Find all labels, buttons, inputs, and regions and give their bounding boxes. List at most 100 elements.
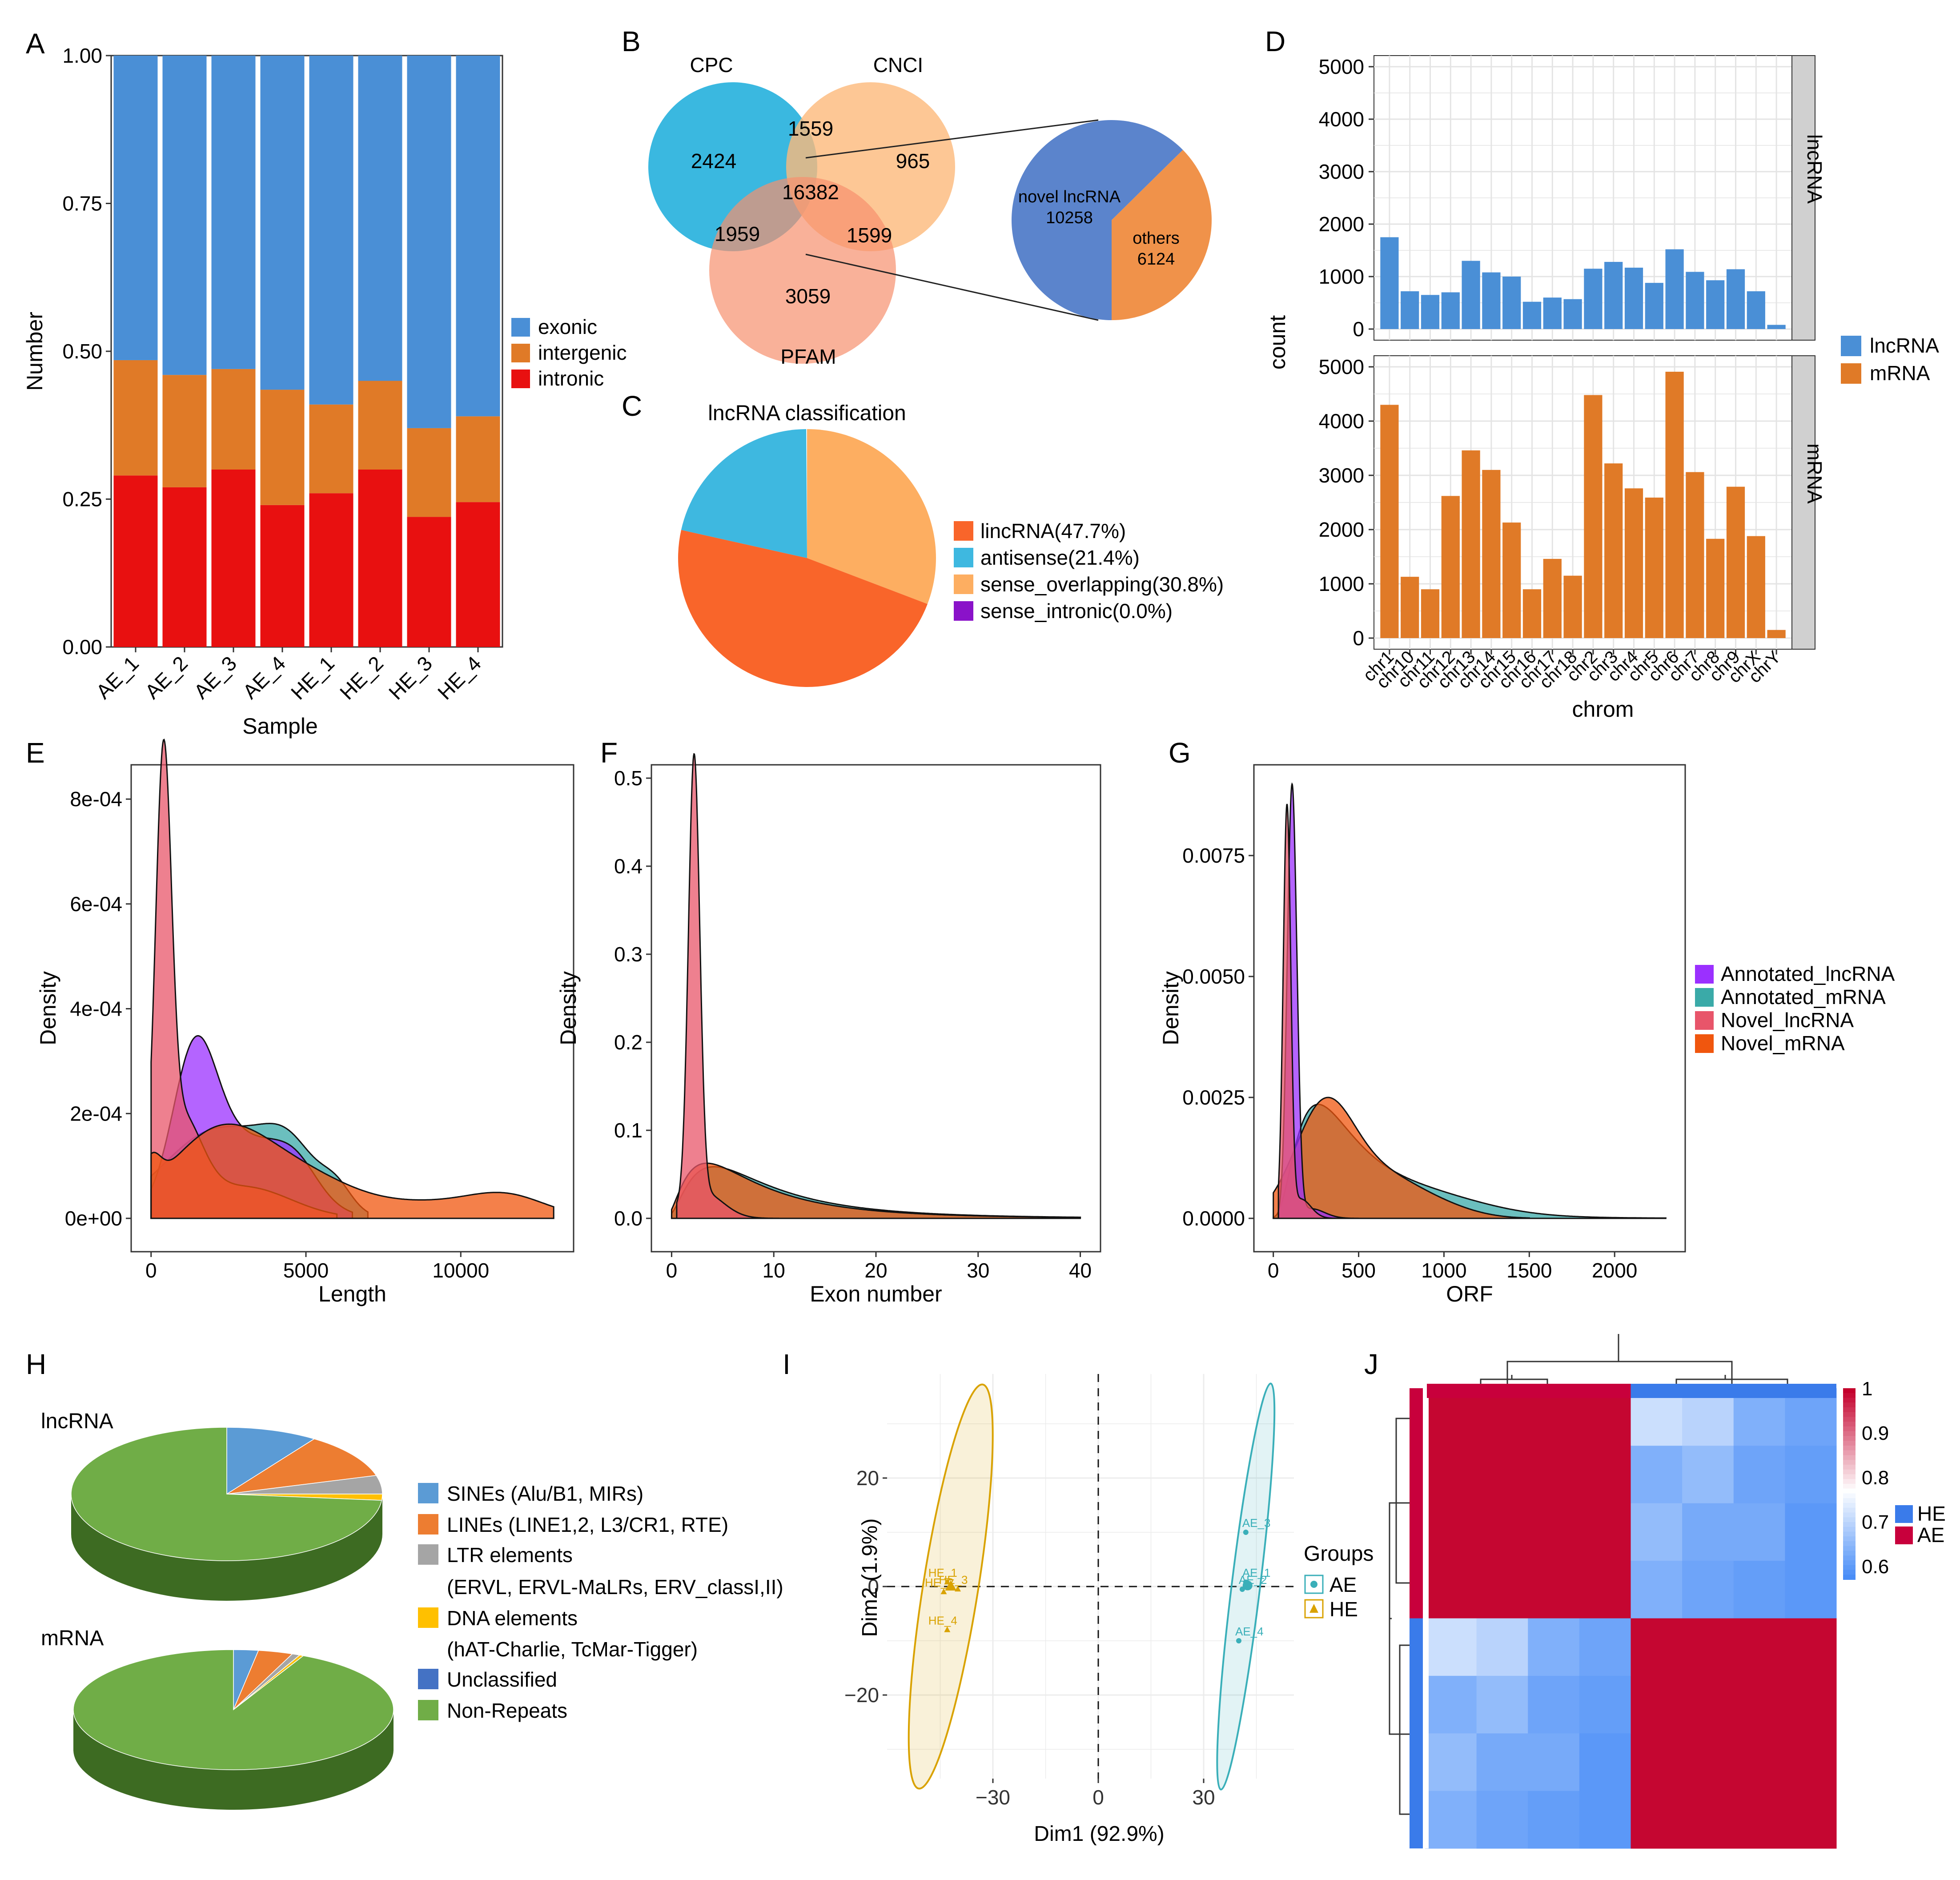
- bar-mRNA-chr8: [1706, 538, 1725, 638]
- bar-intergenic-AE_2: [162, 375, 207, 487]
- heat-cell-2-7: [1785, 1503, 1837, 1561]
- scale-step: [1843, 1431, 1856, 1437]
- heat-cell-2-3: [1579, 1503, 1631, 1561]
- heat-cell-7-0: [1425, 1791, 1477, 1849]
- panel-c-pie: lncRNA classification lincRNA(47.7%) anti…: [678, 402, 1224, 687]
- facet-strip: [1791, 355, 1815, 650]
- xtick-20: 20: [864, 1259, 887, 1282]
- scale-step: [1843, 1426, 1856, 1432]
- scale-step: [1843, 1493, 1856, 1499]
- panel-label-d: D: [1265, 25, 1285, 57]
- bar-lncRNA-chr16: [1522, 301, 1542, 329]
- scale-step: [1843, 1474, 1856, 1480]
- bar-mRNA-chr10: [1401, 577, 1419, 638]
- legend-lincRNA: lincRNA(47.7%): [980, 519, 1126, 542]
- heat-cell-4-6: [1733, 1618, 1785, 1676]
- panel-a-xlabel: Sample: [242, 714, 318, 739]
- facet-strip: [1791, 55, 1815, 341]
- scale-step: [1843, 1565, 1856, 1571]
- panel-a-ylabel: Number: [22, 312, 47, 391]
- ytick-0.0075: 0.0075: [1182, 844, 1245, 867]
- pie3d-side-1: [73, 1710, 394, 1810]
- heat-cell-7-2: [1528, 1791, 1580, 1849]
- pie-slice-others: [1112, 150, 1212, 320]
- xtick-30: 30: [1192, 1786, 1215, 1809]
- heat-cell-7-4: [1631, 1791, 1683, 1849]
- ytick-0.3: 0.3: [614, 943, 643, 966]
- bar-exonic-AE_4: [260, 56, 305, 390]
- bar-mRNA-chr11: [1421, 589, 1440, 638]
- heat-cell-4-0: [1425, 1618, 1477, 1676]
- panel-f-density: 0 10 20 30 40 0.0 0.1 0.2 0.3 0.4 0.5 Exon number De…: [556, 753, 1101, 1306]
- point-label-HE_2: HE_2: [925, 1576, 954, 1589]
- ylabel: Density: [556, 971, 581, 1045]
- ytick-0: 0: [868, 1575, 879, 1598]
- bar-intergenic-HE_2: [358, 381, 402, 470]
- scale-tick-0.7: 0.7: [1862, 1511, 1889, 1533]
- legend-swatch-lincRNA: [954, 521, 973, 541]
- bar-mRNA-chr13: [1462, 450, 1480, 638]
- bar-mRNA-chr15: [1502, 522, 1521, 638]
- bar-intergenic-AE_3: [211, 369, 256, 470]
- xtick-HE_3: HE_3: [384, 651, 437, 704]
- ytick-2e-04: 2e-04: [70, 1102, 122, 1125]
- panel-d-facet-mrna: mRNA: [1803, 443, 1826, 504]
- bar-lncRNA-chr17: [1543, 297, 1562, 329]
- venn-pie-label-novel: novel lncRNA: [1018, 188, 1121, 206]
- bar-intronic-AE_2: [162, 487, 207, 647]
- xtick-40: 40: [1069, 1259, 1092, 1282]
- legend-swatch-exonic: [511, 318, 530, 337]
- ytick-3000: 3000: [1319, 464, 1364, 487]
- heat-cell-1-7: [1785, 1446, 1837, 1504]
- ytick-3000: 3000: [1319, 160, 1364, 183]
- left-annot-he: [1410, 1618, 1423, 1848]
- panel-h-label-lncrna: lncRNA: [41, 1410, 113, 1433]
- scale-step: [1843, 1575, 1856, 1580]
- bar-lncRNA-chr11: [1421, 295, 1440, 329]
- bar-lncRNA-chr5: [1645, 283, 1663, 329]
- panel-label-c: C: [622, 390, 642, 422]
- panel-h-3d-pies: lncRNA mRNA SINEs (Alu/B1, MIRs) LINEs (L…: [41, 1410, 783, 1810]
- xtick-1500: 1500: [1506, 1259, 1552, 1282]
- scale-step: [1843, 1460, 1856, 1465]
- legend-Novel_lncRNA: Novel_lncRNA: [1721, 1008, 1854, 1032]
- pie3d-slice-0-5: [71, 1427, 382, 1561]
- heat-cell-3-5: [1682, 1561, 1734, 1619]
- panel-label-b: B: [622, 25, 641, 57]
- scale-step: [1843, 1526, 1856, 1532]
- ytick-0.50: 0.50: [62, 340, 102, 363]
- ytick-0.1: 0.1: [614, 1119, 643, 1142]
- bar-lncRNA-chr1: [1380, 237, 1399, 329]
- venn-label-cnci: CNCI: [873, 53, 923, 76]
- density-novel-lncrna: [1277, 803, 1359, 1219]
- xtick-0: 0: [666, 1259, 678, 1282]
- legend-mRNA: mRNA: [1870, 362, 1930, 385]
- panel-i-ylabel: Dim2 (1.9%): [858, 1518, 882, 1637]
- heat-cell-4-1: [1476, 1618, 1528, 1676]
- panel-label-a: A: [26, 28, 45, 60]
- scale-step: [1843, 1446, 1856, 1451]
- heat-cell-1-4: [1631, 1446, 1683, 1504]
- scale-step: [1843, 1555, 1856, 1561]
- bar-lncRNA-chr18: [1563, 299, 1582, 329]
- scale-step: [1843, 1398, 1856, 1403]
- panel-label-e: E: [26, 737, 45, 769]
- xtick-AE_4: AE_4: [238, 651, 290, 703]
- panel-label-h: H: [26, 1348, 46, 1380]
- scale-step: [1843, 1512, 1856, 1518]
- ylabel: Density: [36, 971, 60, 1045]
- legend-intergenic: intergenic: [538, 341, 627, 364]
- heat-cell-6-4: [1631, 1733, 1683, 1792]
- scale-tick-0.8: 0.8: [1862, 1467, 1889, 1489]
- panel-g-density: 0 500 1000 1500 2000 0.0000 0.0025 0.0050 0.0075…: [1158, 764, 1686, 1306]
- heat-cell-1-3: [1579, 1446, 1631, 1504]
- point-HE_4: [944, 1626, 951, 1632]
- venn-cpc-cnci: 1559: [788, 117, 833, 140]
- left-annot-ae: [1410, 1388, 1423, 1619]
- heat-cell-1-0: [1425, 1446, 1477, 1504]
- heat-cell-7-6: [1733, 1791, 1785, 1849]
- legend-lncRNA: lncRNA: [1870, 334, 1939, 357]
- bar-exonic-AE_2: [162, 56, 207, 375]
- ytick-0.0000: 0.0000: [1182, 1207, 1245, 1230]
